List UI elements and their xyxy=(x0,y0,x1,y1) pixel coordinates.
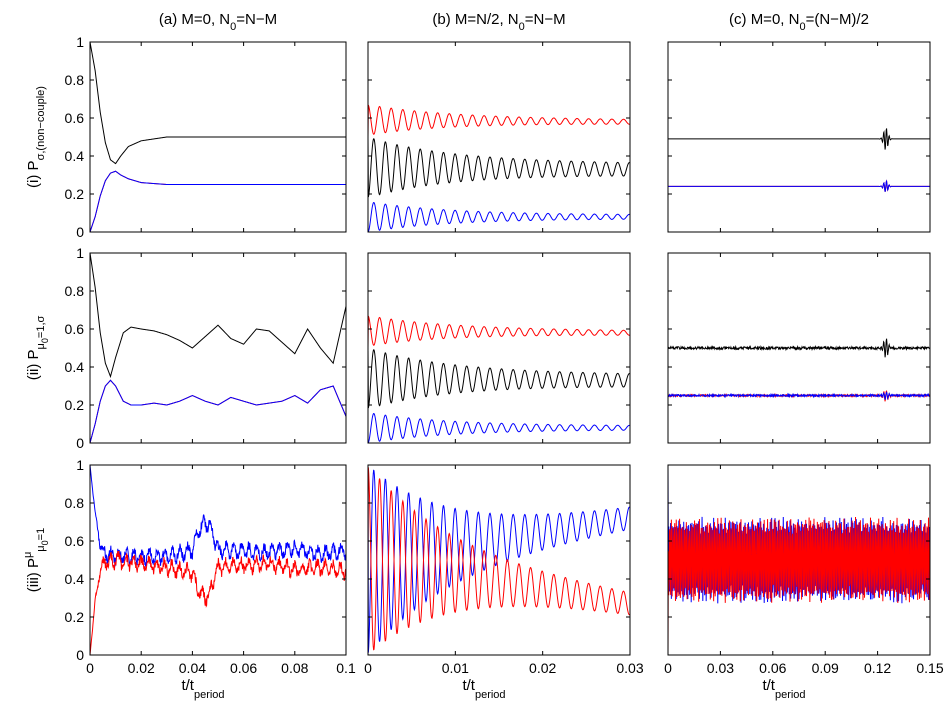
black-series-line xyxy=(90,253,346,379)
y-tick-label: 0 xyxy=(76,224,84,240)
blue-series-line xyxy=(90,465,346,567)
red-series-line xyxy=(90,170,346,232)
black-series-line xyxy=(668,338,930,358)
x-tick-label: 0.03 xyxy=(707,660,734,676)
y-tick-label: 0 xyxy=(76,647,84,663)
subplot-(b)(iii): 0 0.01 0.02 0.03 xyxy=(364,464,644,676)
subplot-(b)(ii) xyxy=(367,252,631,444)
x-tick-label: 0 xyxy=(86,660,94,676)
svg-text:(iii) Pμμ0=1: (iii) Pμμ0=1 xyxy=(22,528,50,592)
subplot-(b)(i) xyxy=(367,41,631,233)
y-tick-label: 0.8 xyxy=(65,283,85,299)
svg-text:(ii) Pμ0=1,σ: (ii) Pμ0=1,σ xyxy=(25,315,50,380)
subplot-(a)(ii): 0 0.2 0.4 0.6 0.8 1 xyxy=(65,245,347,451)
y-tick-label: 0 xyxy=(76,435,84,451)
column-title: (c) M=0, N0=(N−M)/2 xyxy=(729,11,869,33)
column-title: (a) M=0, N0=N−M xyxy=(159,11,277,33)
black-series-line xyxy=(368,347,630,409)
x-tick-label: 0.02 xyxy=(529,660,556,676)
blue-series-line xyxy=(90,170,346,232)
axes-frame xyxy=(667,41,931,233)
subplot-(a)(iii): 0 0.2 0.4 0.6 0.8 1 0 0.02 0.04 0.06 0.08 0.1 xyxy=(65,457,356,676)
red-series-line xyxy=(90,550,346,655)
black-series-line xyxy=(90,42,346,165)
y-tick-label: 0.4 xyxy=(65,571,85,587)
red-series-line xyxy=(368,104,630,138)
x-tick-label: 0.06 xyxy=(230,660,257,676)
axes-frame xyxy=(667,252,931,444)
blue-series-line xyxy=(668,179,930,192)
subplot-(c)(i) xyxy=(667,41,931,233)
x-axis-label: t/tperiod xyxy=(181,677,224,701)
y-tick-label: 0.6 xyxy=(65,533,85,549)
black-series-line xyxy=(368,136,630,198)
x-tick-label: 0.04 xyxy=(179,660,206,676)
row-label: (iii) Pμμ0=1 xyxy=(22,528,50,592)
row-label: (i) Pσ,(non−couple) xyxy=(25,86,47,188)
subplot-(a)(i): 0 0.2 0.4 0.6 0.8 1 xyxy=(65,34,347,240)
x-tick-label: 0.09 xyxy=(812,660,839,676)
blue-series-line xyxy=(668,391,930,401)
y-tick-label: 1 xyxy=(76,34,84,50)
x-tick-label: 0.06 xyxy=(759,660,786,676)
x-tick-label: 0 xyxy=(664,660,672,676)
y-tick-label: 0.2 xyxy=(65,186,85,202)
x-tick-label: 0 xyxy=(364,660,372,676)
x-tick-label: 0.1 xyxy=(336,660,356,676)
y-tick-label: 1 xyxy=(76,245,84,261)
red-series-line xyxy=(368,315,630,349)
x-tick-label: 0.02 xyxy=(128,660,155,676)
blue-series-line xyxy=(368,465,630,653)
y-tick-label: 0.4 xyxy=(65,148,85,164)
blue-series-line xyxy=(90,379,346,443)
x-axis-label: t/tperiod xyxy=(762,677,805,701)
x-axis-label: t/tperiod xyxy=(462,677,505,701)
column-title: (b) M=N/2, N0=N−M xyxy=(432,11,565,33)
axes-frame xyxy=(667,464,931,656)
y-tick-label: 0.6 xyxy=(65,110,85,126)
y-tick-label: 0.2 xyxy=(65,397,85,413)
red-series-line xyxy=(368,467,630,651)
blue-series-line xyxy=(368,202,630,232)
axes-frame xyxy=(89,464,347,656)
y-tick-label: 1 xyxy=(76,457,84,473)
x-tick-label: 0.15 xyxy=(916,660,943,676)
x-tick-label: 0.12 xyxy=(864,660,891,676)
axes-frame xyxy=(367,252,631,444)
x-tick-label: 0.01 xyxy=(442,660,469,676)
y-tick-label: 0.2 xyxy=(65,609,85,625)
x-tick-label: 0.03 xyxy=(616,660,643,676)
blue-series-line xyxy=(368,413,630,443)
axes-frame xyxy=(89,252,347,444)
y-tick-label: 0.4 xyxy=(65,359,85,375)
subplot-(c)(iii): 0 0.03 0.06 0.09 0.12 0.15 xyxy=(664,464,944,676)
axes-frame xyxy=(367,464,631,656)
row-label: (ii) Pμ0=1,σ xyxy=(25,315,50,380)
svg-text:(i) Pσ,(non−couple): (i) Pσ,(non−couple) xyxy=(25,86,47,188)
black-series-line xyxy=(668,128,930,150)
subplot-(c)(ii) xyxy=(667,252,931,444)
red-series-line xyxy=(90,379,346,443)
y-tick-label: 0.8 xyxy=(65,495,85,511)
axes-frame xyxy=(89,41,347,233)
y-tick-label: 0.6 xyxy=(65,321,85,337)
y-tick-label: 0.8 xyxy=(65,72,85,88)
red-series-line xyxy=(668,517,930,655)
axes-frame xyxy=(367,41,631,233)
x-tick-label: 0.08 xyxy=(281,660,308,676)
